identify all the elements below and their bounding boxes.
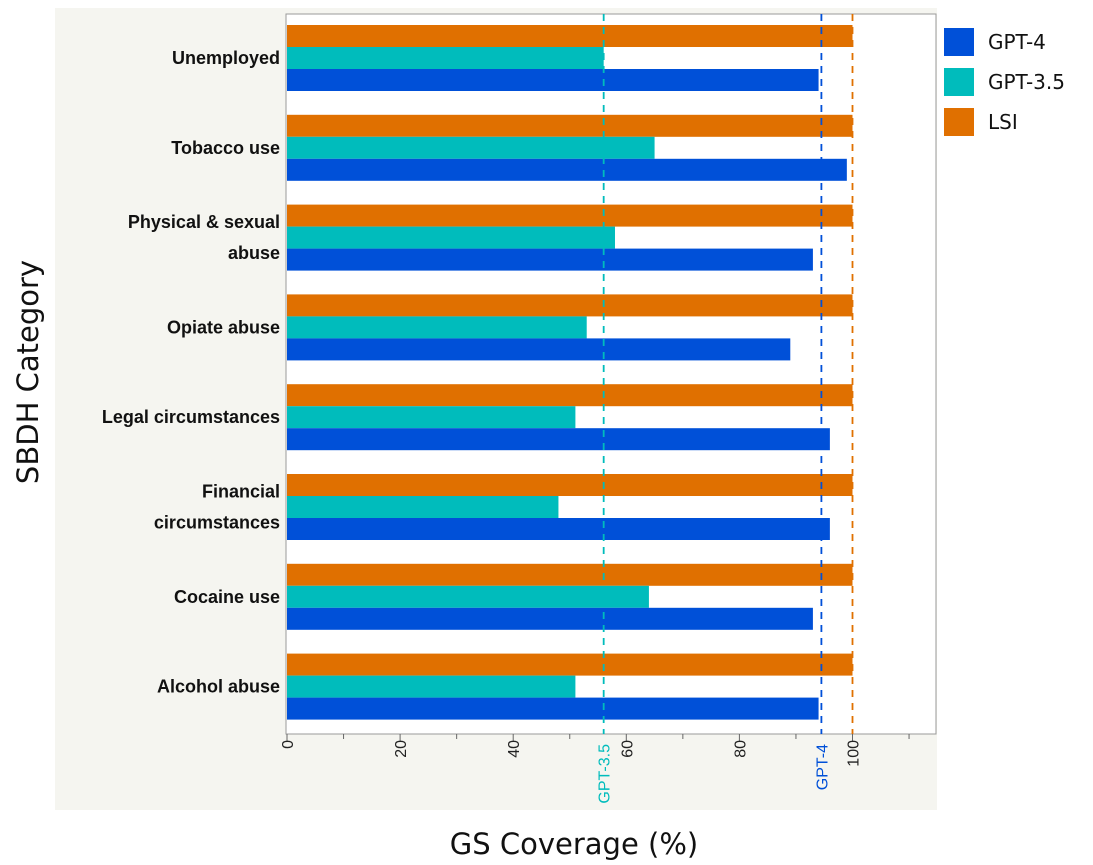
legend-swatch-gpt-3-5: [944, 68, 974, 96]
bar-lsi-unemployed: [287, 25, 853, 47]
bar-lsi-tobacco-use: [287, 114, 853, 137]
bar-gpt-3-5-financial-circumstances: [287, 496, 559, 518]
legend-label-gpt-4: GPT-4: [988, 30, 1046, 54]
bar-gpt-3-5-cocaine-use: [287, 585, 649, 608]
category-label-alcohol-abuse: Alcohol abuse: [157, 677, 280, 697]
x-tick-label-40: 40: [506, 740, 523, 758]
x-tick-label-60: 60: [619, 740, 636, 758]
bars-layer: [287, 25, 853, 720]
ref-line-label-gpt-4: GPT-4: [814, 744, 831, 790]
bar-gpt-3-5-physical-sexual-abuse: [287, 226, 615, 249]
y-axis-title: SBDH Category: [11, 260, 45, 484]
bar-lsi-legal-circumstances: [287, 384, 853, 407]
category-label-unemployed: Unemployed: [172, 48, 280, 68]
bar-gpt-4-legal-circumstances: [287, 428, 830, 451]
x-axis-ticks: 0 20 40 60 80 100: [280, 734, 910, 767]
bar-gpt-3-5-legal-circumstances: [287, 406, 576, 429]
bar-lsi-opiate-abuse: [287, 294, 853, 317]
category-label-opiate-abuse: Opiate abuse: [167, 317, 280, 337]
bar-lsi-cocaine-use: [287, 563, 853, 586]
bar-gpt-3-5-alcohol-abuse: [287, 675, 576, 698]
reference-lines: GPT-3.5 GPT-4: [597, 14, 854, 804]
bar-gpt-4-financial-circumstances: [287, 518, 830, 540]
legend: GPT-4 GPT-3.5 LSI: [944, 28, 1065, 136]
bar-gpt-4-opiate-abuse: [287, 338, 791, 361]
x-axis-title: GS Coverage (%): [450, 827, 698, 861]
legend-swatch-lsi: [944, 108, 974, 136]
category-label-physical-sexual-abuse-line-1: Physical & sexual: [128, 212, 280, 232]
bar-gpt-3-5-opiate-abuse: [287, 316, 587, 339]
bar-gpt-4-cocaine-use: [287, 607, 813, 630]
category-label-physical-sexual-abuse-line-2: abuse: [228, 243, 280, 263]
x-tick-label-0: 0: [280, 740, 297, 749]
category-label-legal-circumstances: Legal circumstances: [102, 407, 280, 427]
bar-lsi-alcohol-abuse: [287, 653, 853, 676]
category-labels: Unemployed Tobacco use Physical & sexual ab…: [102, 48, 280, 697]
x-tick-label-100: 100: [846, 740, 863, 767]
category-label-financial-circumstances-line-2: circumstances: [154, 513, 280, 533]
legend-swatch-gpt-4: [944, 28, 974, 56]
bar-gpt-3-5-unemployed: [287, 47, 604, 69]
ref-line-label-gpt-3-5: GPT-3.5: [597, 744, 614, 804]
bar-gpt-4-alcohol-abuse: [287, 697, 819, 720]
bar-gpt-4-physical-sexual-abuse: [287, 248, 813, 271]
x-tick-label-20: 20: [393, 740, 410, 758]
category-label-tobacco-use: Tobacco use: [171, 138, 280, 158]
x-tick-label-80: 80: [732, 740, 749, 758]
category-label-cocaine-use: Cocaine use: [174, 587, 280, 607]
bar-lsi-physical-sexual-abuse: [287, 204, 853, 227]
category-label-financial-circumstances-line-1: Financial: [202, 482, 280, 502]
legend-label-gpt-3-5: GPT-3.5: [988, 70, 1065, 94]
bar-lsi-financial-circumstances: [287, 474, 853, 496]
bar-gpt-3-5-tobacco-use: [287, 136, 655, 159]
bar-gpt-4-tobacco-use: [287, 158, 847, 181]
bar-gpt-4-unemployed: [287, 69, 819, 91]
legend-label-lsi: LSI: [988, 110, 1018, 134]
